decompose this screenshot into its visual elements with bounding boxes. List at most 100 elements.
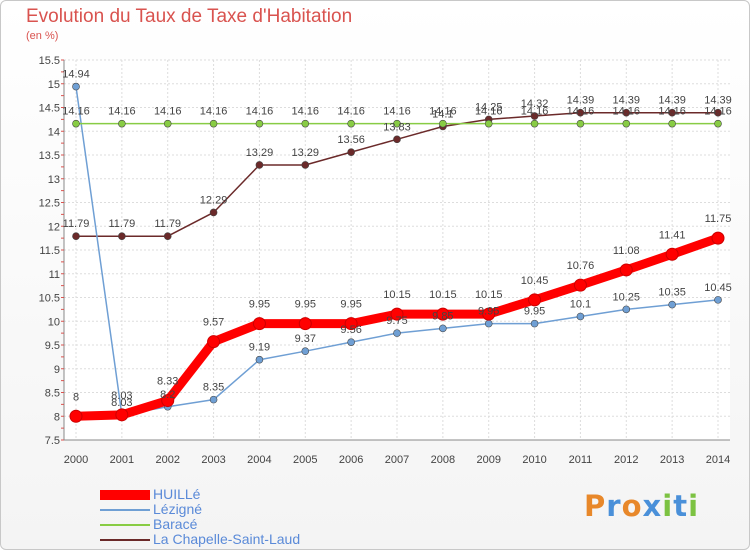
data-point xyxy=(576,108,585,117)
data-label: 9.75 xyxy=(386,315,407,327)
data-point xyxy=(714,108,722,117)
data-label: 8.2 xyxy=(160,389,175,401)
data-point xyxy=(118,119,126,128)
y-tick-label: 11 xyxy=(49,269,60,281)
data-point xyxy=(573,278,587,292)
data-point xyxy=(347,148,355,156)
data-point xyxy=(72,82,80,91)
data-label: 14.16 xyxy=(62,106,90,118)
data-label: 14.16 xyxy=(337,106,365,118)
data-label: 14.16 xyxy=(200,106,228,118)
data-point xyxy=(72,119,80,128)
logo-letter: x xyxy=(642,489,663,523)
data-label: 14.16 xyxy=(429,106,457,118)
x-tick-label: 2001 xyxy=(110,454,134,466)
data-point xyxy=(209,208,218,217)
data-point xyxy=(298,317,312,331)
data-label: 14.94 xyxy=(62,69,90,81)
data-label: 14.16 xyxy=(108,106,136,118)
data-label: 11.08 xyxy=(613,245,640,257)
data-point xyxy=(255,161,264,169)
data-point xyxy=(301,347,310,355)
data-label: 9.95 xyxy=(295,299,316,311)
data-label: 11.79 xyxy=(108,218,135,230)
data-point xyxy=(252,317,266,331)
data-point xyxy=(530,112,539,120)
x-tick-label: 2007 xyxy=(385,454,409,466)
data-label: 11.79 xyxy=(154,218,181,230)
data-label: 14.16 xyxy=(567,106,595,118)
y-tick-label: 12.5 xyxy=(39,198,60,210)
data-label: 14.39 xyxy=(567,95,595,107)
data-point xyxy=(622,119,631,128)
x-tick-label: 2005 xyxy=(293,454,317,466)
logo-letter: r xyxy=(606,489,622,523)
y-tick-label: 15 xyxy=(48,79,60,91)
data-label: 11.75 xyxy=(705,213,732,225)
x-tick-label: 2009 xyxy=(476,454,500,466)
y-tick-label: 8 xyxy=(54,411,60,423)
x-tick-label: 2000 xyxy=(64,454,88,466)
y-tick-label: 12 xyxy=(48,221,60,233)
data-point xyxy=(668,119,676,128)
data-point xyxy=(301,161,310,169)
data-label: 11.41 xyxy=(659,229,686,241)
y-tick-label: 15.5 xyxy=(39,55,60,67)
data-label: 14.39 xyxy=(704,95,732,107)
data-label: 13.56 xyxy=(337,134,365,146)
x-tick-label: 2011 xyxy=(569,454,593,466)
y-tick-label: 14.5 xyxy=(39,103,60,115)
data-label: 10.76 xyxy=(567,260,595,272)
data-label: 14.16 xyxy=(521,106,549,118)
data-point xyxy=(439,324,447,333)
legend-swatch xyxy=(100,524,150,526)
data-label: 14.16 xyxy=(292,106,320,118)
data-label: 14.16 xyxy=(246,106,274,118)
proxiti-logo: Proxiti xyxy=(584,489,699,523)
data-label: 14.16 xyxy=(658,106,686,118)
data-point xyxy=(484,319,493,328)
data-point xyxy=(209,395,218,404)
data-point xyxy=(393,329,401,337)
data-point xyxy=(576,312,585,321)
logo-letter: i xyxy=(662,489,674,523)
data-point xyxy=(439,119,447,128)
x-tick-label: 2004 xyxy=(247,454,271,466)
logo-letter: o xyxy=(621,489,643,523)
data-point xyxy=(344,317,358,331)
data-label: 14.16 xyxy=(613,106,641,118)
data-point xyxy=(209,119,218,128)
x-tick-label: 2006 xyxy=(339,454,363,466)
data-point xyxy=(347,338,355,346)
y-tick-label: 9 xyxy=(54,364,60,376)
data-point xyxy=(622,108,631,117)
logo-letter: i xyxy=(688,489,700,523)
data-point xyxy=(668,300,676,309)
data-label: 10.15 xyxy=(475,289,503,301)
legend-swatch xyxy=(100,490,150,500)
data-label: 14.16 xyxy=(704,106,732,118)
y-tick-label: 13.5 xyxy=(39,150,60,162)
data-label: 10.15 xyxy=(429,289,457,301)
data-point xyxy=(484,119,493,128)
data-point xyxy=(255,119,264,128)
data-point xyxy=(714,296,722,304)
data-point xyxy=(255,355,264,364)
data-label: 10.45 xyxy=(704,282,732,294)
legend-label: HUILLé xyxy=(153,486,201,502)
data-point xyxy=(530,319,539,328)
x-tick-label: 2008 xyxy=(431,454,455,466)
x-tick-label: 2014 xyxy=(706,454,730,466)
data-point xyxy=(622,305,631,314)
y-tick-label: 10 xyxy=(48,316,60,328)
data-label: 9.85 xyxy=(432,310,453,322)
data-point xyxy=(115,408,129,422)
logo-letter: t xyxy=(673,489,689,523)
data-label: 13.83 xyxy=(383,121,411,133)
y-tick-label: 9.5 xyxy=(45,340,60,352)
legend-swatch xyxy=(100,539,150,541)
data-label: 11.79 xyxy=(63,218,90,230)
chart-subtitle: (en %) xyxy=(26,30,59,42)
x-tick-label: 2013 xyxy=(660,454,684,466)
y-tick-label: 14 xyxy=(48,126,60,138)
